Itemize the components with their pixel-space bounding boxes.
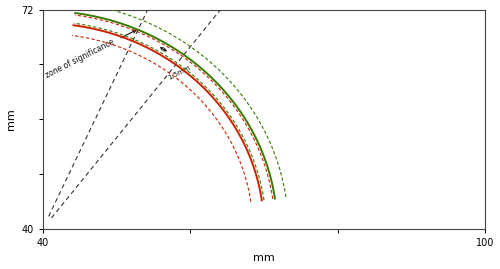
Y-axis label: mm: mm [6, 108, 16, 130]
Text: zone of significance: zone of significance [44, 30, 136, 80]
X-axis label: mm: mm [253, 253, 275, 263]
Text: 1.5mm: 1.5mm [167, 64, 192, 81]
